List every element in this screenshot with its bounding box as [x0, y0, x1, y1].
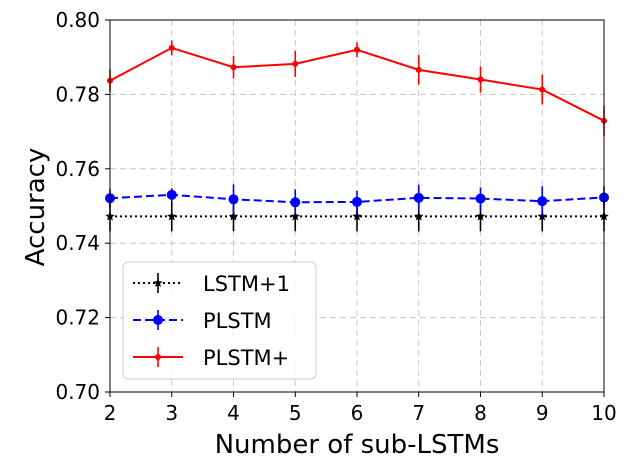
y-axis-title: Accuracy	[21, 148, 51, 267]
data-point	[477, 76, 484, 83]
x-tick-label: 2	[104, 401, 117, 425]
data-point	[290, 211, 301, 221]
data-point	[228, 211, 239, 221]
data-point	[290, 197, 301, 208]
legend-box	[122, 261, 317, 380]
x-tick-label: 3	[165, 401, 178, 425]
data-point	[354, 46, 360, 53]
data-point	[230, 64, 237, 71]
x-tick-label: 6	[351, 401, 364, 425]
legend-label: LSTM+1	[203, 272, 290, 296]
data-point	[228, 194, 239, 205]
legend-label: PLSTM+	[203, 346, 289, 370]
legend-item-plstm[interactable]: PLSTM	[133, 309, 272, 333]
data-point	[415, 66, 422, 73]
legend[interactable]: LSTM+1 PLSTM PLSTM+	[122, 261, 317, 380]
y-tick-label: 0.72	[55, 306, 100, 330]
data-point	[292, 60, 299, 67]
x-axis-title: Number of sub-LSTMs	[215, 430, 500, 460]
x-tick-label: 10	[591, 401, 616, 425]
legend-marker	[155, 354, 161, 360]
data-point	[413, 211, 424, 221]
data-point	[475, 211, 486, 221]
data-point	[475, 193, 486, 204]
data-point	[166, 189, 177, 200]
y-tick-label: 0.70	[55, 380, 100, 404]
data-point	[413, 192, 424, 203]
data-point	[166, 211, 177, 221]
data-point	[352, 211, 362, 221]
y-tick-label: 0.74	[55, 231, 100, 255]
x-tick-label: 4	[227, 401, 240, 425]
data-point	[168, 44, 175, 51]
x-tick-label: 9	[536, 401, 549, 425]
legend-item-lstm-1[interactable]: LSTM+1	[133, 272, 290, 296]
x-tick-label: 7	[412, 401, 425, 425]
y-tick-label: 0.76	[55, 157, 100, 181]
y-tick-label: 0.80	[55, 8, 100, 32]
data-point	[539, 86, 546, 93]
legend-label: PLSTM	[203, 309, 272, 333]
legend-marker	[153, 315, 163, 325]
data-point	[352, 196, 362, 207]
y-tick-label: 0.78	[55, 82, 100, 106]
legend-marker	[153, 278, 163, 288]
x-tick-label: 8	[474, 401, 487, 425]
data-point	[537, 196, 548, 207]
axis-ticks: 2 3 4 5 6 7 8 9 10 0.70 0.72 0.74 0.76 0.78 0.80	[55, 8, 616, 425]
series-plstm	[105, 184, 609, 217]
legend-item-plstm[interactable]: PLSTM+	[133, 346, 289, 370]
x-tick-label: 5	[289, 401, 302, 425]
